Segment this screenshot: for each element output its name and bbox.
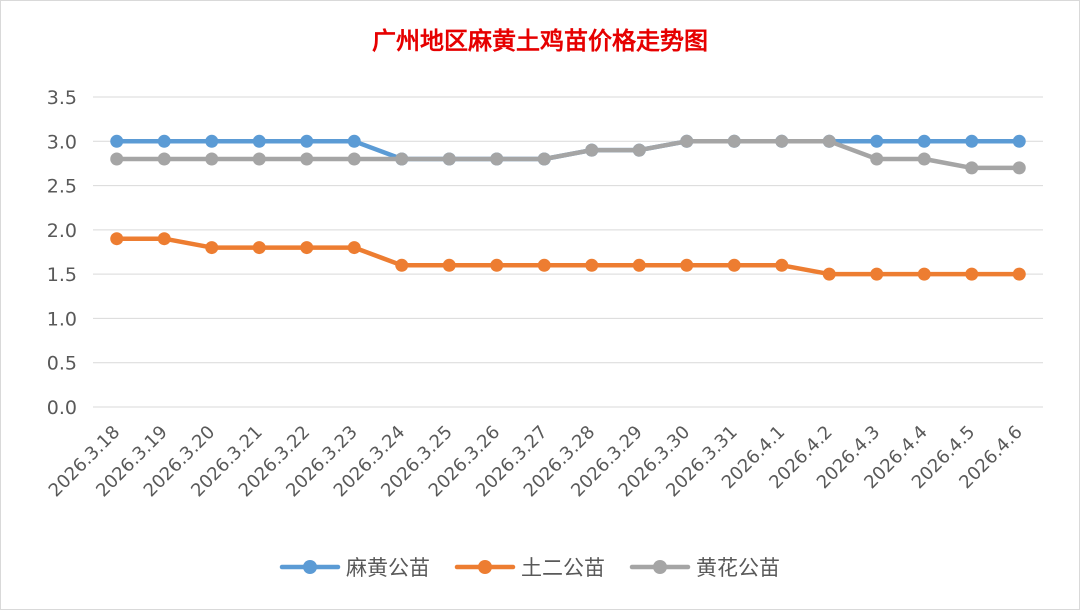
data-point bbox=[395, 258, 409, 272]
data-point bbox=[110, 152, 124, 166]
data-point bbox=[300, 152, 314, 166]
y-tick-label: 2.5 bbox=[47, 176, 77, 198]
data-point bbox=[490, 152, 504, 166]
data-point bbox=[775, 134, 789, 148]
y-tick-label: 0.0 bbox=[47, 397, 77, 419]
y-tick-label: 1.0 bbox=[47, 308, 77, 330]
data-point bbox=[870, 134, 884, 148]
y-tick-label: 1.5 bbox=[47, 264, 77, 286]
data-point bbox=[205, 134, 219, 148]
data-point bbox=[490, 258, 504, 272]
data-point bbox=[205, 241, 219, 255]
legend-label: 麻黄公苗 bbox=[346, 556, 430, 580]
data-point bbox=[442, 258, 456, 272]
data-point bbox=[965, 161, 979, 175]
data-point bbox=[347, 134, 361, 148]
legend-marker bbox=[478, 560, 492, 574]
data-point bbox=[917, 267, 931, 281]
data-point bbox=[917, 134, 931, 148]
data-point bbox=[822, 267, 836, 281]
data-point bbox=[1012, 161, 1026, 175]
data-point bbox=[252, 152, 266, 166]
series-line bbox=[114, 236, 1022, 277]
data-point bbox=[680, 258, 694, 272]
data-point bbox=[537, 152, 551, 166]
data-point bbox=[585, 258, 599, 272]
legend-marker bbox=[303, 560, 317, 574]
data-point bbox=[110, 232, 124, 246]
data-point bbox=[347, 241, 361, 255]
series-2 bbox=[110, 232, 1026, 281]
data-point bbox=[252, 241, 266, 255]
y-tick-label: 3.5 bbox=[47, 87, 77, 109]
data-point bbox=[157, 134, 171, 148]
data-point bbox=[870, 152, 884, 166]
data-point bbox=[110, 134, 124, 148]
data-point bbox=[632, 258, 646, 272]
series-line bbox=[114, 139, 1022, 171]
legend-label: 土二公苗 bbox=[521, 556, 605, 580]
data-point bbox=[870, 267, 884, 281]
y-tick-label: 2.0 bbox=[47, 220, 77, 242]
data-point bbox=[1012, 134, 1026, 148]
data-point bbox=[537, 258, 551, 272]
data-point bbox=[395, 152, 409, 166]
data-point bbox=[632, 143, 646, 157]
data-point bbox=[917, 152, 931, 166]
data-point bbox=[965, 134, 979, 148]
data-point bbox=[300, 134, 314, 148]
series-layer bbox=[110, 134, 1026, 281]
data-point bbox=[1012, 267, 1026, 281]
data-point bbox=[205, 152, 219, 166]
series-3 bbox=[110, 134, 1026, 175]
data-point bbox=[680, 134, 694, 148]
data-point bbox=[727, 134, 741, 148]
chart-title: 广州地区麻黄土鸡苗价格走势图 bbox=[372, 27, 708, 55]
x-axis-ticks: 2026.3.182026.3.192026.3.202026.3.212026… bbox=[45, 422, 1027, 502]
data-point bbox=[300, 241, 314, 255]
y-axis-ticks: 0.0 0.5 1.0 1.5 2.0 2.5 3.0 3.5 bbox=[47, 87, 77, 419]
data-point bbox=[775, 258, 789, 272]
data-point bbox=[727, 258, 741, 272]
data-point bbox=[442, 152, 456, 166]
y-tick-label: 3.0 bbox=[47, 131, 77, 153]
data-point bbox=[347, 152, 361, 166]
legend-label: 黄花公苗 bbox=[696, 556, 780, 580]
y-tick-label: 0.5 bbox=[47, 353, 77, 375]
data-point bbox=[157, 232, 171, 246]
data-point bbox=[585, 143, 599, 157]
data-point bbox=[822, 134, 836, 148]
data-point bbox=[965, 267, 979, 281]
legend: 麻黄公苗 土二公苗 黄花公苗 bbox=[279, 556, 780, 580]
legend-marker bbox=[653, 560, 667, 574]
data-point bbox=[252, 134, 266, 148]
data-point bbox=[157, 152, 171, 166]
